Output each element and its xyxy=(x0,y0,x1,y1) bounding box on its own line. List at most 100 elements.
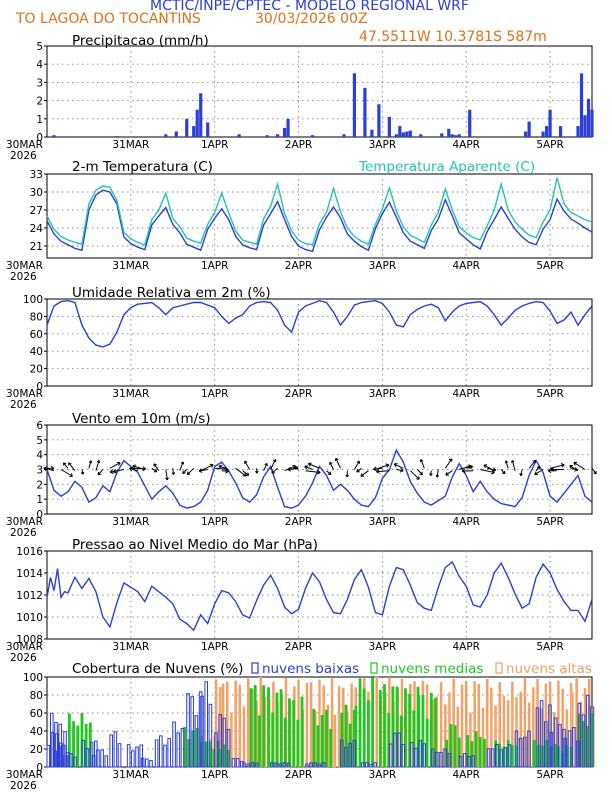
cloud-bar-1 xyxy=(76,725,80,767)
rh-xtick-label: 5APR xyxy=(536,388,564,400)
temp-series-line-0 xyxy=(46,189,593,253)
wind-barb-head xyxy=(569,465,573,469)
wind-barb-head xyxy=(153,468,158,473)
precip-bar xyxy=(454,135,458,137)
cloud-bar-0 xyxy=(68,753,73,768)
cloud-bar-0 xyxy=(495,744,499,768)
wind-barb-head xyxy=(132,464,137,469)
wind-barb xyxy=(360,470,369,477)
precip-bar xyxy=(401,132,405,137)
precip-bar xyxy=(370,129,374,137)
rh-xtick-label: 31MAR xyxy=(112,388,149,400)
clouds-xtick-label-start: 30MAR xyxy=(6,769,43,781)
cloud-bar-0 xyxy=(401,743,406,768)
cloud-bar-1 xyxy=(258,715,261,767)
wind-barb-head xyxy=(271,470,275,474)
precip-bar xyxy=(586,98,591,137)
wind-barb-head xyxy=(435,474,440,478)
wind-barb-head xyxy=(171,472,176,475)
wind-barb xyxy=(356,467,362,473)
precip-ytick-label: 3 xyxy=(36,77,43,89)
clouds-title: Cobertura de Nuvens (%) xyxy=(72,661,243,677)
cloud-bar-1 xyxy=(292,700,296,767)
wind-barbs xyxy=(43,457,597,481)
pressure-ytick-label: 1012 xyxy=(16,590,43,602)
wind-barb-head xyxy=(449,458,453,462)
pressure-xtick-label: 2APR xyxy=(285,641,313,653)
cloud-bar-0 xyxy=(523,736,527,768)
rh-ytick-label: 0 xyxy=(36,381,43,393)
wind-barb-head xyxy=(534,471,538,476)
cloud-bar-0 xyxy=(117,743,122,768)
wind-barb-head xyxy=(483,464,488,469)
run-date: 30/03/2026 00Z xyxy=(255,11,368,27)
cloud-legend-swatch-2 xyxy=(495,662,503,674)
cloud-bar-0 xyxy=(282,762,287,768)
wind-barb-head xyxy=(519,473,523,477)
cloud-bar-0 xyxy=(154,739,159,768)
temp-ytick-label: 21 xyxy=(30,241,43,253)
cloud-legend-swatch-0 xyxy=(251,662,259,674)
wind-barb-head xyxy=(68,462,72,466)
cloud-bar-1 xyxy=(187,739,191,767)
temp-xtick-label: 31MAR xyxy=(112,260,149,272)
wind-barb xyxy=(445,470,453,476)
cloud-bar-1 xyxy=(316,725,320,767)
cloud-bar-1 xyxy=(540,745,544,767)
cloud-bar-2 xyxy=(238,684,242,768)
wind-barb xyxy=(109,462,121,469)
cloud-legend-label-0: nuvens baixas xyxy=(262,661,359,677)
cloud-bar-0 xyxy=(100,749,104,768)
rh-title: Umidade Relativa em 2m (%) xyxy=(72,285,271,301)
rh-ytick-label: 20 xyxy=(30,364,43,376)
wind-barb-head xyxy=(327,471,332,475)
cloud-bar-2 xyxy=(246,678,250,768)
cloud-bar-0 xyxy=(443,748,447,768)
cloud-bar-1 xyxy=(253,685,257,767)
wind-barb xyxy=(420,459,425,469)
cloud-bar-1 xyxy=(483,738,486,767)
wind-ytick-label: 4 xyxy=(36,450,43,462)
cloud-bar-0 xyxy=(309,762,313,768)
wind-barb xyxy=(308,463,320,469)
cloud-bar-1 xyxy=(510,745,514,767)
cloud-bar-0 xyxy=(91,754,96,768)
cloud-bar-1 xyxy=(67,713,71,767)
cloud-bar-1 xyxy=(457,737,461,767)
cloud-bar-1 xyxy=(408,694,412,767)
wind-barb xyxy=(151,467,158,473)
wind-barb-head xyxy=(307,462,312,467)
wind-barb-head xyxy=(180,461,185,465)
cloud-bar-0 xyxy=(577,702,582,768)
clouds-ytick-label: 100 xyxy=(23,672,43,684)
cloud-bar-0 xyxy=(89,741,94,768)
wind-barb xyxy=(68,462,76,472)
cloud-bar-0 xyxy=(246,763,250,768)
cloud-bar-1 xyxy=(371,677,375,767)
temp-legend-apparent: Temperatura Aparente (C) xyxy=(358,159,535,175)
cloud-bar-0 xyxy=(200,695,204,768)
wind-barb-head xyxy=(182,470,186,474)
precip-bar xyxy=(115,136,119,137)
pressure-xtick-label: 4APR xyxy=(452,641,480,653)
wind-ytick-label: 3 xyxy=(36,465,43,477)
rh-ytick-label: 60 xyxy=(30,329,43,341)
wind-barb-head xyxy=(593,471,597,475)
temp-ytick-label: 33 xyxy=(30,169,43,181)
cloud-bar-1 xyxy=(72,721,75,767)
cloud-legend-swatch-1 xyxy=(370,662,378,674)
precip-xtick-label: 1APR xyxy=(201,139,229,151)
cloud-bar-1 xyxy=(354,705,358,767)
cloud-bar-0 xyxy=(64,755,69,768)
cloud-bar-2 xyxy=(309,681,313,768)
cloud-bar-1 xyxy=(279,689,283,767)
cloud-bar-0 xyxy=(176,732,181,768)
precip-title: Precipitacao (mm/h) xyxy=(72,33,209,49)
wind-barb xyxy=(270,459,276,470)
precip-ytick-label: 2 xyxy=(36,96,43,108)
precip-frame xyxy=(46,45,593,138)
wind-barb xyxy=(444,458,453,469)
wind-barb-head xyxy=(244,460,248,464)
cloud-bar-0 xyxy=(53,750,58,768)
cloud-bar-0 xyxy=(222,717,227,768)
